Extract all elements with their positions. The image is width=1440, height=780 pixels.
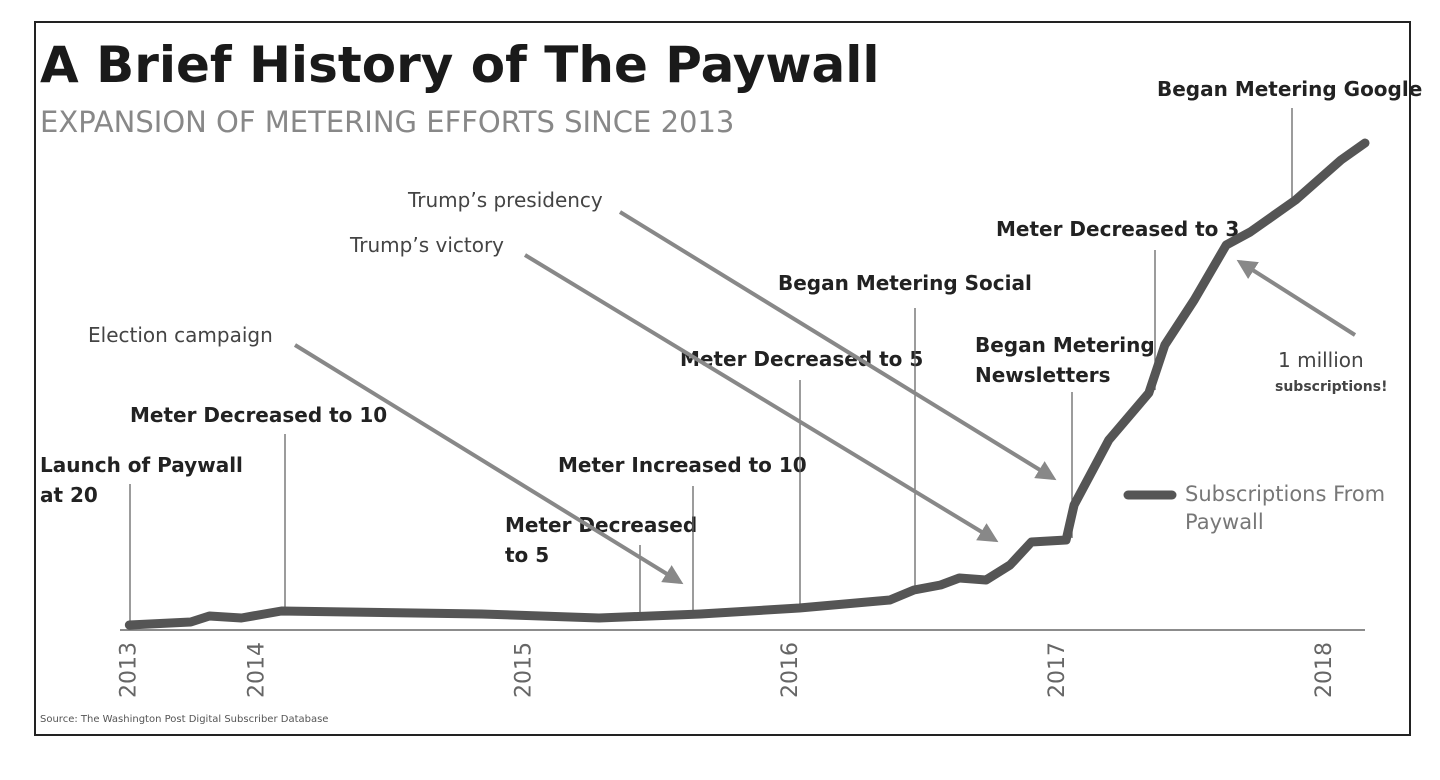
- callout-arrow: [293, 343, 684, 585]
- event-label: Launch of Paywall: [40, 453, 243, 477]
- x-tick-label: 2015: [511, 642, 536, 698]
- event-label: Meter Decreased to 10: [130, 403, 387, 427]
- x-tick-label: 2016: [778, 642, 803, 698]
- event-label: to 5: [505, 543, 549, 567]
- callout-arrow: [523, 253, 999, 543]
- x-tick-label: 2014: [244, 642, 269, 698]
- x-tick-label: 2017: [1045, 642, 1070, 698]
- event-label: Began Metering: [975, 333, 1155, 357]
- event-label: Meter Decreased to 3: [996, 217, 1239, 241]
- x-tick-label: 2018: [1312, 642, 1337, 698]
- event-label: Meter Decreased to 5: [680, 347, 923, 371]
- event-label: at 20: [40, 483, 98, 507]
- callout-arrow: [618, 210, 1057, 481]
- x-tick-label: 2013: [116, 642, 141, 698]
- data-line: [124, 138, 1370, 630]
- callout-label: Trump’s presidency: [407, 188, 603, 212]
- callout-label: Election campaign: [88, 323, 273, 347]
- legend-label: Subscriptions From Paywall: [1185, 482, 1386, 534]
- event-label: Meter Increased to 10: [558, 453, 807, 477]
- callout-label: 1 million: [1278, 348, 1364, 372]
- event-label: Newsletters: [975, 363, 1111, 387]
- chart-subtitle: EXPANSION OF METERING EFFORTS SINCE 2013: [40, 105, 734, 139]
- event-label: Began Metering Google: [1157, 77, 1422, 101]
- source: Source: The Washington Post Digital Subs…: [40, 714, 328, 725]
- chart-title: A Brief History of The Paywall: [40, 36, 880, 94]
- callout-label: Trump’s victory: [349, 233, 504, 257]
- event-label: Began Metering Social: [778, 271, 1032, 295]
- callout-label: subscriptions!: [1275, 379, 1387, 395]
- callout-arrow: [1236, 259, 1357, 337]
